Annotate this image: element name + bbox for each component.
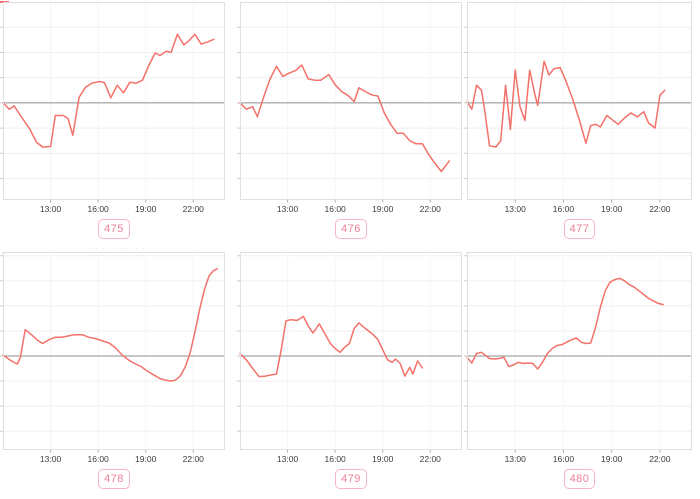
x-tick-label: 19:00 xyxy=(135,204,157,214)
badge-row: 477 xyxy=(467,219,692,239)
chart-id-badge[interactable]: 479 xyxy=(335,469,367,489)
chart-card-478: 13:00 16:00 19:00 22:00 478 xyxy=(0,252,225,499)
x-axis: 13:00 16:00 19:00 22:00 xyxy=(467,204,692,215)
x-tick-label: 22:00 xyxy=(649,204,671,214)
x-tick-label: 13:00 xyxy=(504,454,526,464)
x-axis: 13:00 16:00 19:00 22:00 xyxy=(467,454,692,465)
line-chart xyxy=(464,2,692,203)
x-tick-label: 22:00 xyxy=(419,454,441,464)
x-tick-label: 19:00 xyxy=(372,454,394,464)
chart-id-badge[interactable]: 477 xyxy=(563,219,596,239)
badge-row: 475 xyxy=(3,219,225,239)
x-tick-label: 22:00 xyxy=(419,204,441,214)
clipped-caption-fragment: · · xyxy=(574,0,586,2)
x-tick-label: 22:00 xyxy=(649,454,671,464)
x-tick-label: 22:00 xyxy=(182,454,204,464)
x-axis: 13:00 16:00 19:00 22:00 xyxy=(240,454,462,465)
badge-row: 478 xyxy=(3,469,225,489)
chart-card-479: 13:00 16:00 19:00 22:00 479 xyxy=(237,252,462,499)
clipped-caption-fragment: · · xyxy=(344,0,356,2)
chart-id-badge[interactable]: 476 xyxy=(335,219,367,239)
x-tick-label: 16:00 xyxy=(552,454,575,464)
line-chart xyxy=(464,252,692,453)
chart-card-475: 13:00 16:00 19:00 22:00 475 ·· ··· ·· · … xyxy=(0,2,225,252)
x-tick-label: 16:00 xyxy=(324,454,346,464)
chart-id-badge[interactable]: 475 xyxy=(98,219,130,239)
x-axis: 13:00 16:00 19:00 22:00 xyxy=(3,204,225,215)
badge-row: 480 xyxy=(467,469,692,489)
x-tick-label: 16:00 xyxy=(87,204,109,214)
x-tick-label: 16:00 xyxy=(552,204,575,214)
x-tick-label: 19:00 xyxy=(601,204,623,214)
x-tick-label: 16:00 xyxy=(324,204,346,214)
line-chart xyxy=(0,252,225,453)
x-axis: 13:00 16:00 19:00 22:00 xyxy=(240,204,462,215)
chart-id-badge[interactable]: 480 xyxy=(563,469,596,489)
x-tick-label: 13:00 xyxy=(504,204,526,214)
x-tick-label: 13:00 xyxy=(39,454,62,464)
x-tick-label: 16:00 xyxy=(87,454,109,464)
badge-row: 479 xyxy=(240,469,462,489)
chart-card-480: 13:00 16:00 19:00 22:00 480 xyxy=(464,252,692,499)
badge-row: 476 xyxy=(240,219,462,239)
x-tick-label: 19:00 xyxy=(601,454,623,464)
x-tick-label: 19:00 xyxy=(372,204,394,214)
x-tick-label: 22:00 xyxy=(182,204,204,214)
chart-id-badge[interactable]: 478 xyxy=(98,469,130,489)
line-chart xyxy=(237,2,462,203)
chart-card-476: 13:00 16:00 19:00 22:00 476 · · xyxy=(237,2,462,252)
x-tick-label: 13:00 xyxy=(276,204,299,214)
x-tick-label: 13:00 xyxy=(39,204,62,214)
x-tick-label: 13:00 xyxy=(276,454,299,464)
line-chart xyxy=(0,2,225,203)
clipped-caption: ·· ··· ·· · ··· ·· ·· xyxy=(78,246,150,252)
clipped-caption: · · xyxy=(345,246,357,252)
x-axis: 13:00 16:00 19:00 22:00 xyxy=(3,454,225,465)
chart-card-477: 13:00 16:00 19:00 22:00 477 xyxy=(464,2,692,250)
line-chart xyxy=(237,252,462,453)
x-tick-label: 19:00 xyxy=(135,454,157,464)
